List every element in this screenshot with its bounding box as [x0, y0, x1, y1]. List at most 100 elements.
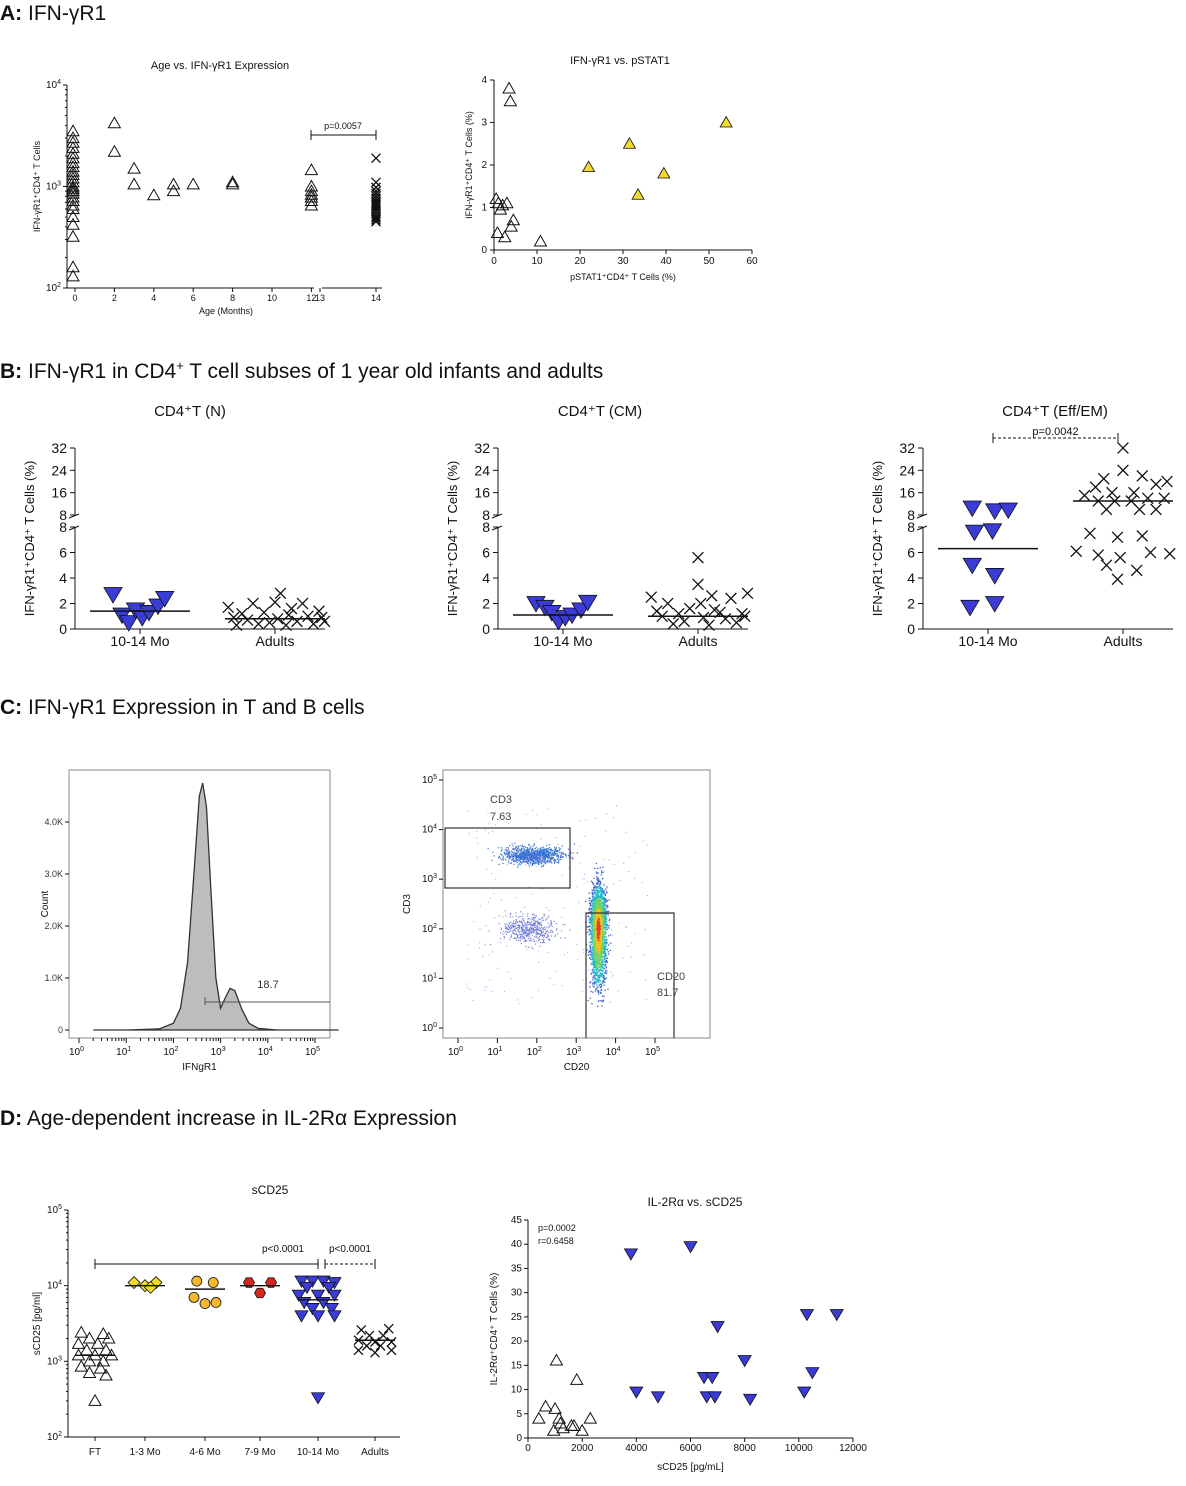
c2-dot-t [505, 849, 507, 852]
c2-dot-low [520, 930, 522, 932]
c2-dot-bg [630, 956, 632, 958]
c2-dot-b [598, 927, 600, 929]
b2-point [719, 612, 732, 625]
c2-dot-t [503, 857, 505, 859]
c2-dot-low [541, 931, 543, 933]
c2-dot-t [551, 849, 553, 851]
b3-point [1128, 486, 1140, 499]
c2-dot-bg [466, 986, 468, 988]
b2-y-axis-label: IFN-γR1⁺CD4⁺ T Cells (%) [445, 461, 460, 617]
c2-dot-b [603, 931, 605, 933]
c2-dot-b [605, 964, 607, 966]
c2-dot-low [540, 930, 542, 932]
c2-dot-b [593, 954, 595, 956]
c2-dot-low [546, 937, 548, 939]
c2-dot-b [609, 949, 611, 952]
a2-point [497, 230, 512, 243]
c2-dot-t [534, 854, 537, 857]
c2-dot-bg [612, 974, 614, 976]
c2-dot-t [529, 861, 531, 863]
c2-dot-b [599, 900, 602, 902]
c2-dot-b [593, 931, 596, 933]
c2-dot-t [536, 849, 538, 851]
c2-dot-b [586, 949, 588, 951]
c2-dot-bg [503, 938, 505, 940]
c2-dot-t [528, 857, 530, 859]
c2-dot-b [599, 948, 602, 951]
c2-dot-b [594, 921, 597, 923]
c2-dot-t [553, 862, 556, 864]
b1-point [241, 614, 254, 626]
b3-point [1092, 549, 1105, 561]
c2-dot-low [543, 913, 545, 915]
c2-dot-low [537, 933, 540, 935]
b1-point [269, 596, 281, 609]
c2-dot-t [531, 847, 533, 849]
c2-dot-bg [466, 983, 468, 985]
c2-dot-b [592, 928, 594, 930]
b3-point [962, 557, 983, 575]
b1-point-b [313, 605, 325, 618]
c2-dot-b [600, 948, 602, 950]
c2-dot-t [549, 852, 551, 854]
c2-dot-b [593, 975, 595, 977]
c2-dot-bg [535, 940, 537, 942]
c2-dot-b [597, 933, 600, 935]
d1-point [104, 1348, 119, 1361]
c2-dot-b [592, 929, 595, 932]
c2-dot-bg [624, 926, 626, 928]
c1-x-tick-label: 105 [305, 1046, 320, 1058]
d1-point [386, 1337, 397, 1347]
c2-dot-low [530, 919, 532, 921]
c2-dot-t [534, 850, 536, 852]
c2-dot-b [602, 891, 605, 893]
c2-dot-b [587, 1000, 589, 1002]
c2-dot-low [519, 940, 521, 942]
c2-dot-bg [536, 828, 538, 830]
c2-dot-t [515, 847, 517, 849]
c2-dot-t [567, 854, 569, 856]
c2-dot-b [598, 957, 601, 960]
c2-dot-t [572, 852, 574, 854]
c2-dot-bg [526, 933, 528, 935]
c2-dot-t [519, 855, 521, 857]
c2-dot-t [538, 862, 540, 865]
c2-dot-low [538, 933, 540, 936]
c2-dot-b [594, 975, 596, 977]
c2-dot-t [530, 855, 532, 857]
c2-dot-b [597, 893, 599, 895]
c2-dot-b [603, 978, 606, 981]
c2-dot-b [590, 938, 592, 940]
b2-point-b [645, 591, 658, 603]
c2-dot-b [606, 939, 608, 941]
c2-dot-b [597, 961, 599, 964]
c2-dot-t [541, 851, 543, 853]
c2-dot-b [601, 989, 603, 991]
c2-dot-t [511, 851, 513, 853]
c2-dot-b [589, 931, 591, 933]
c2-dot-low [538, 918, 540, 920]
c2-dot-b [594, 958, 597, 961]
c2-dot-t [538, 851, 540, 854]
c2-dot-b [591, 958, 594, 960]
c2-dot-bg [523, 940, 525, 942]
b3-point [984, 596, 1005, 613]
c2-dot-b [604, 900, 606, 902]
a1-point [225, 177, 240, 190]
c2-dot-t [531, 850, 533, 853]
c2-dot-b [602, 995, 604, 997]
c2-dot-b [602, 922, 604, 924]
c2-dot-b [597, 923, 599, 925]
c2-dot-bg [582, 951, 584, 953]
c2-dot-t [525, 856, 527, 858]
a1-point [304, 190, 319, 203]
c2-dot-b [599, 915, 601, 918]
c2-dot-t [543, 848, 545, 850]
c2-dot-t [522, 846, 524, 848]
c2-dot-b [594, 891, 597, 893]
c2-dot-b [601, 878, 604, 880]
d2-point [623, 1248, 639, 1261]
c2-dot-b [604, 946, 606, 948]
c2-dot-t [521, 856, 523, 858]
c2-dot-low [515, 919, 517, 921]
